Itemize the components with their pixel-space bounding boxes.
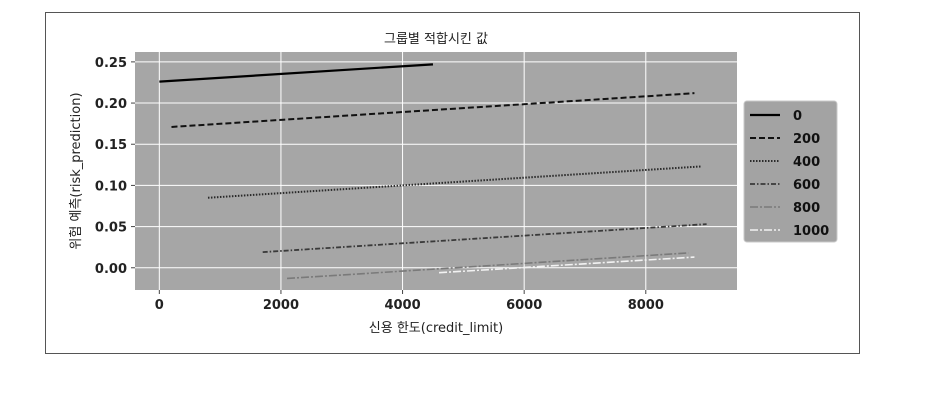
- grid: [135, 52, 737, 290]
- y-tick-label: 0.20: [95, 97, 127, 112]
- series-line-600: [262, 223, 707, 254]
- y-tick-label: 0.10: [95, 179, 127, 194]
- x-axis-label: 신용 한도(credit_limit): [369, 321, 503, 336]
- legend-label-800: 800: [793, 201, 820, 216]
- y-tick-label: 0.00: [95, 262, 127, 277]
- series-line-400: [207, 165, 701, 199]
- series-line-1000: [438, 256, 695, 274]
- legend-label-0: 0: [793, 109, 802, 124]
- x-axis-ticks: 0 2000 4000 6000 8000: [155, 290, 664, 313]
- legend-label-600: 600: [793, 178, 820, 193]
- y-tick-label: 0.15: [95, 138, 127, 153]
- legend-label-200: 200: [793, 132, 820, 147]
- plot-area: [135, 52, 737, 290]
- x-tick-label: 4000: [384, 298, 420, 313]
- legend-label-400: 400: [793, 155, 820, 170]
- x-tick-label: 6000: [506, 298, 542, 313]
- legend-box: [743, 100, 838, 243]
- series-line-0: [159, 63, 434, 83]
- series-line-200: [171, 92, 695, 128]
- y-tick-label: 0.25: [95, 56, 127, 71]
- x-tick-label: 2000: [263, 298, 299, 313]
- legend-label-1000: 1000: [793, 224, 829, 239]
- series-lines: [159, 63, 707, 280]
- x-tick-label: 0: [155, 298, 164, 313]
- legend: 0 200 400 600 800 1000: [743, 100, 838, 243]
- chart-title: 그룹별 적합시킨 값: [384, 32, 488, 47]
- x-tick-label: 8000: [628, 298, 664, 313]
- y-axis-ticks: 0.00 0.05 0.10 0.15 0.20 0.25: [95, 56, 135, 277]
- series-line-800: [286, 252, 689, 280]
- y-tick-label: 0.05: [95, 221, 127, 236]
- y-axis-label: 위험 예측(risk_prediction): [69, 92, 84, 249]
